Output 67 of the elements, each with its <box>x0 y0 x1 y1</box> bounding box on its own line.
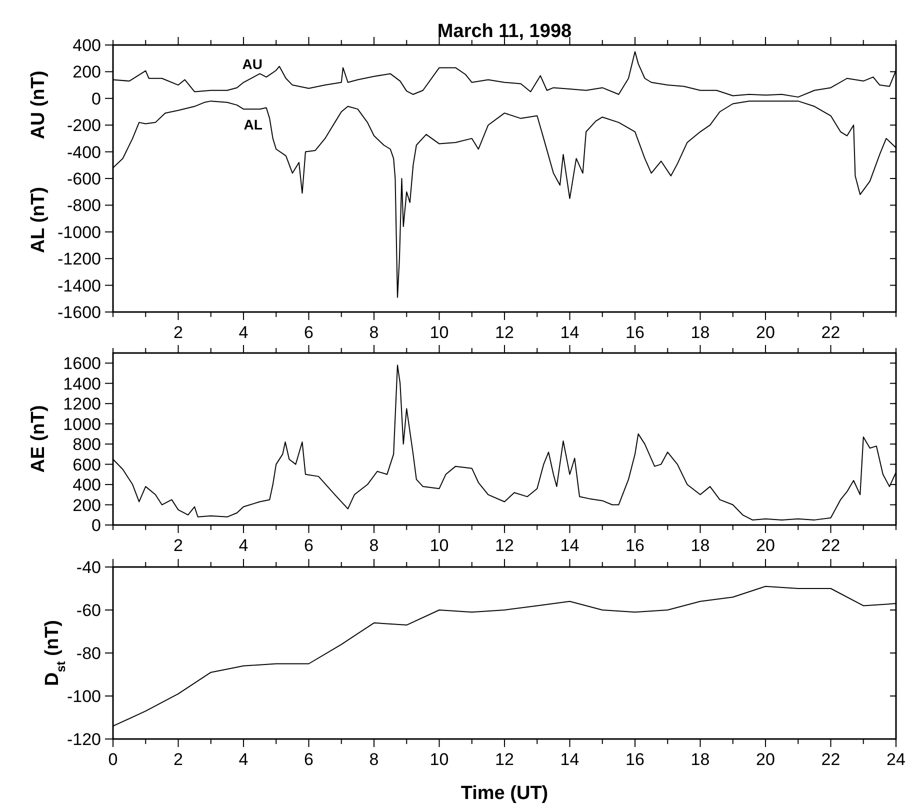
y-tick-label: 600 <box>72 455 101 474</box>
y-tick-label: 1200 <box>63 394 101 414</box>
y-tick-label: -120 <box>66 730 101 749</box>
y-tick-label: 200 <box>72 496 101 515</box>
x-tick-label: 22 <box>821 536 840 555</box>
x-tick-label: 8 <box>369 750 379 769</box>
y-tick-label: -1200 <box>58 250 101 269</box>
y-tick-label: -60 <box>76 601 101 620</box>
x-tick-label: 6 <box>304 323 314 342</box>
x-tick-label: 18 <box>690 323 710 342</box>
x-tick-label: 6 <box>304 750 314 769</box>
x-tick-label: 18 <box>690 536 710 555</box>
y-tick-label: -600 <box>66 170 101 188</box>
x-tick-label: 2 <box>174 750 183 769</box>
y-tick-label: 0 <box>92 89 101 108</box>
x-tick-label: 2 <box>174 536 183 555</box>
y-axis-title: AU (nT) <box>28 70 49 140</box>
y-tick-label: 800 <box>72 435 101 454</box>
y-tick-label: -1400 <box>58 276 101 296</box>
x-tick-label: 24 <box>886 750 906 769</box>
x-tick-label: 16 <box>626 750 644 769</box>
x-tick-label: 10 <box>430 536 449 555</box>
y-tick-label: -40 <box>76 558 101 577</box>
x-tick-label: 22 <box>821 323 840 342</box>
y-axis-title: AE (nT) <box>28 405 49 473</box>
y-tick-label: -800 <box>66 196 101 216</box>
x-tick-label: 12 <box>495 536 514 555</box>
x-tick-label: 22 <box>821 750 840 769</box>
x-tick-label: 4 <box>238 536 248 555</box>
x-tick-label: 4 <box>238 323 248 342</box>
x-tick-label: 4 <box>238 750 248 769</box>
x-axis-title: Time (UT) <box>460 783 548 804</box>
y-tick-label: 400 <box>72 36 101 55</box>
x-tick-label: 12 <box>495 750 514 769</box>
y-tick-label: -80 <box>76 644 101 663</box>
y-tick-label: -1000 <box>58 222 101 242</box>
y-tick-label: 400 <box>72 476 101 495</box>
chart-title: March 11, 1998 <box>437 21 572 42</box>
x-tick-label: 20 <box>756 536 775 555</box>
y-tick-label: -1600 <box>58 303 101 322</box>
y-tick-label: 0 <box>92 516 101 535</box>
x-tick-label: 14 <box>560 536 580 555</box>
x-tick-label: 6 <box>304 536 314 555</box>
x-tick-label: 18 <box>690 750 710 769</box>
y-tick-label: 1600 <box>63 354 101 374</box>
y-tick-label: -100 <box>66 687 101 706</box>
series-label: AL <box>244 116 263 133</box>
y-tick-label: -400 <box>66 142 101 162</box>
x-tick-label: 20 <box>756 323 775 342</box>
x-tick-label: 2 <box>174 323 183 342</box>
y-tick-label: 200 <box>72 62 101 82</box>
x-tick-label: 14 <box>560 323 580 342</box>
x-tick-label: 0 <box>108 750 118 769</box>
x-tick-label: 8 <box>369 536 379 555</box>
y-tick-label: -200 <box>66 116 101 136</box>
y-tick-label: 1400 <box>63 374 101 394</box>
x-tick-label: 16 <box>626 323 644 342</box>
text: AL (nT) <box>28 186 49 254</box>
x-tick-label: 14 <box>560 750 580 769</box>
x-tick-label: 8 <box>369 323 379 342</box>
x-tick-label: 10 <box>430 323 449 342</box>
x-tick-label: 10 <box>430 750 449 769</box>
legend-label: AU <box>242 56 262 72</box>
x-tick-label: 16 <box>626 536 644 555</box>
x-tick-label: 20 <box>756 750 775 769</box>
x-tick-label: 12 <box>495 323 514 342</box>
y-tick-label: 1000 <box>63 414 101 434</box>
